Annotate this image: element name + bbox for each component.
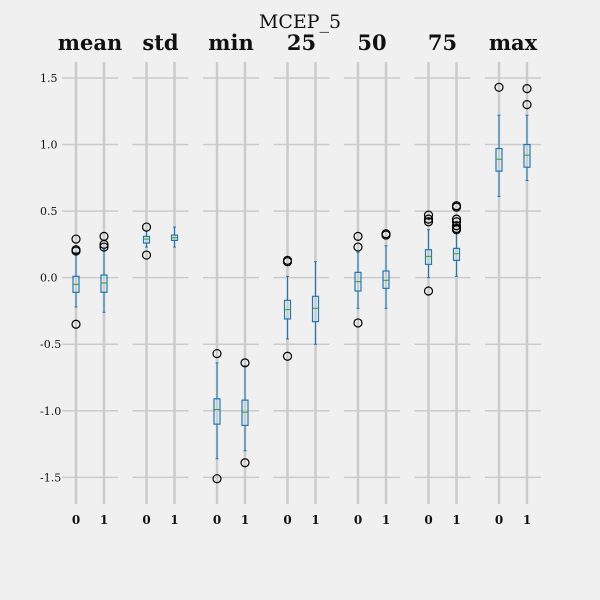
flier-point [423,214,434,224]
flier-point [99,239,109,249]
flier-point [522,84,532,94]
y-tick-label: 1.5 [40,72,58,85]
x-tick-label: 1 [100,513,108,527]
flier-point [381,230,391,240]
y-tick-label: -1.0 [40,405,61,418]
box [523,143,531,168]
box [424,249,433,265]
x-tick-label: 0 [424,513,432,527]
x-tick-label: 1 [241,513,249,527]
panel-75: 75 0 1 [414,30,471,527]
box [142,235,151,244]
box [213,398,221,425]
flier-point [141,222,152,232]
box [100,274,108,293]
flier-point [71,234,81,244]
chart-title: MCEP_5 [259,11,341,33]
flier-point [423,210,434,220]
flier-point [353,231,363,242]
x-tick-label: 0 [142,513,150,527]
panel-max: max 0 1 [485,30,541,527]
flier-point [423,217,434,227]
panel-25: 25 0 1 [273,30,330,527]
x-tick-label: 0 [354,513,362,527]
flier-point [451,225,462,235]
panel-title: 25 [287,30,316,55]
panel-50: 50 0 1 [344,30,400,527]
panel-title: min [208,30,253,55]
panel-title: 75 [428,30,457,55]
x-tick-label: 0 [72,513,80,527]
x-tick-label: 0 [283,513,291,527]
flier-point [494,82,504,92]
box [452,247,461,261]
flier-point [451,221,462,231]
x-tick-label: 0 [495,513,503,527]
panel-title: mean [58,30,122,55]
flier-point [451,214,462,224]
panel-title: std [142,30,179,55]
flier-point [282,257,293,267]
panel-std: std 0 1 [132,30,189,527]
box [241,399,249,427]
flier-point [240,458,250,468]
x-tick-label: 1 [382,513,390,527]
flier-point [353,242,363,252]
panel-title: 50 [357,30,386,55]
y-tick-label: 1.0 [40,139,58,152]
flier-point [423,286,434,296]
flier-point [451,202,462,212]
y-tick-label: -1.5 [40,471,61,484]
flier-point [71,319,81,329]
flier-point [212,348,222,359]
y-tick-label: 0.5 [40,205,58,218]
flier-point [212,474,222,484]
x-tick-label: 1 [452,513,460,527]
box [495,147,503,172]
panel-mean: mean 0 1 [58,30,122,527]
flier-point [282,351,293,361]
box [311,295,320,323]
y-tick-label: 0.0 [40,272,58,285]
flier-point [522,100,532,110]
panels-layer: mean 0 1 std 0 1 min 0 1 25 0 1 50 0 1 75 0 1 max 0 1 1.5 1.0 0… [40,30,541,527]
panel-title: max [489,30,538,55]
x-tick-label: 1 [523,513,531,527]
flier-point [71,246,81,256]
flier-point [141,250,152,260]
flier-point [240,358,250,368]
box [382,270,390,289]
x-tick-label: 0 [213,513,221,527]
panel-min: min 0 1 [203,30,259,527]
x-tick-label: 1 [311,513,319,527]
y-tick-label: -0.5 [40,338,61,351]
flier-point [99,242,109,252]
flier-point [353,318,363,328]
x-tick-label: 1 [170,513,178,527]
